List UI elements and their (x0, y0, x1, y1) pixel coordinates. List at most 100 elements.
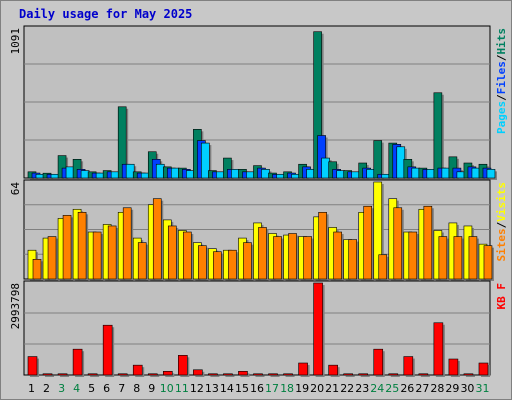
kbytes-panel-kb-f-bar (448, 358, 459, 376)
day-label: 31 (475, 382, 489, 395)
chart-title: Daily usage for May 2025 (19, 7, 193, 21)
kbytes-panel-kb-f-bar-shadow (465, 375, 475, 377)
day-label: 19 (295, 382, 309, 395)
kbytes-panel-legend: KB F (495, 283, 508, 310)
legend-separator: / (495, 221, 508, 228)
visits-panel-sites-bar (258, 227, 267, 280)
hits-panel-hits-bar (433, 92, 443, 179)
visits-panel-sites-bar (483, 245, 493, 280)
kbytes-panel-kb-f-bar (313, 282, 323, 376)
day-label: 27 (415, 382, 429, 395)
visits-panel-sites-bar (303, 236, 312, 280)
kbytes-panel-kb-f-bar-shadow (255, 375, 265, 377)
day-label: 28 (430, 382, 444, 395)
kbytes-panel-kb-f-bar (298, 362, 308, 376)
kbytes-panel (23, 280, 491, 376)
visits-panel-sites-bar (167, 225, 177, 280)
kbytes-panel-kb-f-bar (238, 371, 248, 376)
kbytes-panel-kb-f-bar-shadow (270, 375, 280, 377)
kbytes-panel-kb-f-bar (117, 373, 128, 376)
kbytes-panel-kb-f-bar (253, 373, 263, 376)
day-label: 12 (190, 382, 204, 395)
visits-panel-sites-bar (32, 258, 42, 280)
visits-panel-sites-bar (453, 236, 463, 280)
visits-panel-sites-bar (333, 231, 342, 280)
visits-panel-sites-bar (107, 225, 117, 280)
visits-panel-sites-bar (378, 254, 388, 280)
visits-panel-sites-bar (47, 236, 57, 280)
kbytes-panel-kb-f-bar (178, 355, 188, 376)
kbytes-panel-kb-f-bar (162, 371, 173, 376)
day-label: 17 (265, 382, 279, 395)
visits-panel-sites-bar (183, 231, 192, 280)
visits-panel-max-label: 64 (9, 182, 22, 196)
kbytes-panel-kb-f-bar (433, 322, 444, 376)
visits-panel-sites-bar (152, 198, 162, 280)
kbytes-panel-kb-f-bar (42, 373, 53, 376)
kbytes-panel-kb-f-bar-shadow (360, 375, 370, 377)
day-label: 9 (148, 382, 155, 395)
day-label: 29 (445, 382, 459, 395)
kbytes-panel-kb-f-bar (283, 373, 293, 376)
day-label: 7 (118, 382, 125, 395)
day-label: 25 (385, 382, 399, 395)
visits-panel-sites-bar (62, 215, 72, 280)
visits-panel-sites-bar (408, 231, 418, 280)
day-label: 21 (325, 382, 339, 395)
kbytes-panel-kb-f-bar (102, 324, 113, 376)
legend-files: Files (495, 61, 508, 94)
visits-panel-sites-bar (273, 236, 282, 280)
visits-panel-sites-bar (363, 205, 373, 280)
day-label: 10 (160, 382, 174, 395)
legend-sites: Sites (495, 228, 508, 261)
hits-panel-legend: Pages/Files/Hits (495, 28, 508, 134)
legend-hits: Hits (495, 28, 508, 55)
kbytes-panel-kb-f-bar-shadow (225, 375, 235, 377)
legend-separator: / (495, 54, 508, 61)
day-label: 18 (280, 382, 294, 395)
kbytes-panel-max-label: 2993798 (9, 283, 22, 329)
kbytes-panel-kb-f-bar (373, 348, 384, 376)
kbytes-panel-kb-f-bar (132, 364, 143, 376)
day-label: 11 (175, 382, 189, 395)
kbytes-panel-kb-f-bar-shadow (120, 375, 130, 377)
visits-panel-sites-bar (288, 233, 297, 280)
visits-panel-sites-bar (423, 205, 433, 280)
kbytes-panel-kb-f-bar (328, 364, 338, 376)
kbytes-panel-kb-f-bar-shadow (420, 375, 430, 377)
day-label: 3 (58, 382, 65, 395)
legend-separator (495, 290, 508, 297)
legend-kb: KB (495, 296, 508, 310)
visits-panel-legend: Sites/Visits (495, 182, 508, 262)
visits-panel-sites-bar (122, 207, 132, 280)
day-label: 22 (340, 382, 354, 395)
visits-panel-sites-bar (438, 236, 448, 280)
hits-panel-pages-bar (486, 169, 496, 179)
kbytes-panel-kb-f-bar (418, 373, 429, 376)
kbytes-panel-kb-f-bar-shadow (210, 375, 220, 377)
kbytes-panel-kb-f-bar (193, 369, 203, 376)
hits-panel-pages-bar (125, 163, 135, 179)
day-label: 23 (355, 382, 369, 395)
legend-f: F (495, 283, 508, 290)
kbytes-panel-kb-f-bar-shadow (150, 375, 160, 377)
kbytes-panel-kb-f-bar (403, 356, 414, 376)
kbytes-panel-kb-f-bar (463, 373, 474, 376)
visits-panel-sites-bar (468, 236, 478, 280)
visits-panel-sites-bar (198, 245, 207, 280)
day-label: 26 (400, 382, 414, 395)
kbytes-panel-kb-f-bar (208, 373, 218, 376)
day-label: 15 (235, 382, 249, 395)
visits-panel-sites-bar (318, 212, 327, 280)
kbytes-panel-kb-f-bar (358, 373, 369, 376)
visits-panel-visits-bar (373, 181, 383, 280)
kbytes-panel-kb-f-bar (87, 373, 98, 376)
visits-panel-sites-bar (348, 239, 357, 280)
day-label: 2 (43, 382, 50, 395)
kbytes-panel-kb-f-bar-shadow (60, 375, 70, 377)
kbytes-panel-kb-f-bar (223, 373, 233, 376)
visits-panel-sites-bar (92, 231, 102, 280)
day-label: 5 (88, 382, 95, 395)
day-label: 30 (460, 382, 474, 395)
day-label: 14 (220, 382, 234, 395)
